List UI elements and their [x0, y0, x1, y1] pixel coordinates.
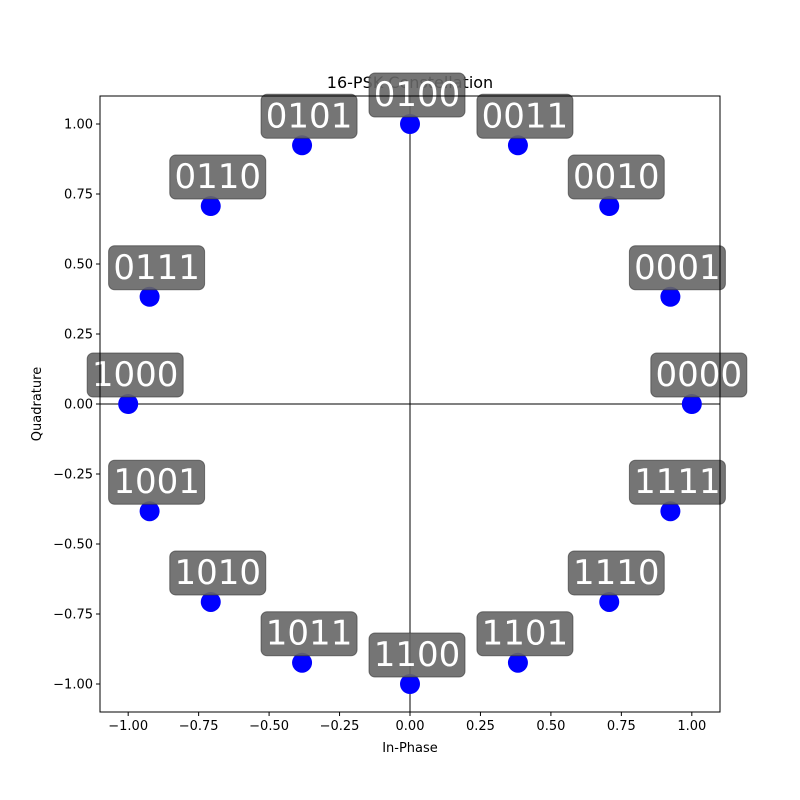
point-label-box — [169, 154, 267, 200]
x-tick-label: −0.25 — [320, 719, 360, 734]
y-tick-label: 0.00 — [64, 398, 93, 413]
point-label: 0100 — [374, 75, 461, 115]
y-tick-label: −1.00 — [53, 678, 93, 693]
point-label-box — [628, 459, 726, 505]
constellation-point — [599, 591, 620, 612]
point-label-box — [108, 459, 206, 505]
point-label: 1000 — [92, 355, 179, 395]
y-axis-label: Quadrature — [30, 367, 45, 441]
constellation-point — [139, 501, 160, 522]
point-label-box — [260, 611, 358, 657]
constellation-point — [400, 114, 420, 134]
point-label: 1111 — [634, 462, 721, 502]
point-label-box — [169, 550, 267, 596]
point-label: 0010 — [573, 157, 660, 197]
point-label: 0001 — [634, 248, 721, 288]
point-label: 1110 — [573, 553, 660, 593]
constellation-point — [507, 652, 528, 673]
y-tick-label: −0.25 — [53, 468, 93, 483]
point-label: 0101 — [266, 96, 353, 136]
constellation-point — [200, 196, 221, 217]
point-label-box — [368, 632, 466, 678]
point-label-box — [368, 72, 466, 118]
x-tick-label: −0.75 — [179, 719, 219, 734]
x-tick-label: 1.00 — [677, 719, 706, 734]
constellation-point — [660, 501, 681, 522]
y-tick-label: −0.75 — [53, 608, 93, 623]
point-label: 0011 — [482, 96, 569, 136]
point-label-box — [567, 154, 665, 200]
point-label: 1001 — [113, 462, 200, 502]
constellation-point — [200, 591, 221, 612]
point-label: 0110 — [174, 157, 261, 197]
x-tick-label: 0.75 — [607, 719, 636, 734]
point-label: 1101 — [482, 614, 569, 654]
x-axis-label: In-Phase — [382, 741, 438, 756]
point-label: 1011 — [266, 614, 353, 654]
point-label: 0111 — [113, 248, 200, 288]
point-label-box — [86, 352, 184, 398]
constellation-point — [681, 394, 702, 414]
point-label-box — [567, 550, 665, 596]
point-label: 0000 — [656, 355, 743, 395]
y-tick-label: 0.75 — [64, 188, 93, 203]
x-tick-label: 0.50 — [536, 719, 565, 734]
constellation-point — [139, 286, 160, 307]
constellation-point — [400, 674, 420, 694]
constellation-points — [118, 114, 702, 694]
constellation-point — [292, 652, 313, 673]
constellation-point — [660, 286, 681, 307]
x-tick-label: −1.00 — [108, 719, 148, 734]
point-label-box — [476, 93, 574, 139]
point-label-box — [108, 245, 206, 291]
plot-frame — [99, 95, 721, 713]
constellation-point — [599, 196, 620, 217]
constellation-point — [292, 135, 313, 156]
point-label: 1100 — [374, 635, 461, 675]
point-label-box — [628, 245, 726, 291]
zero-axis-lines — [100, 96, 720, 712]
x-tick-label: 0.25 — [466, 719, 495, 734]
axis-ticks: −1.00 −0.75 −0.50 −0.25 0.00 0.25 0.50 0.75 1.00… — [53, 118, 706, 735]
y-tick-label: −0.50 — [53, 538, 93, 553]
x-tick-label: 0.00 — [396, 719, 425, 734]
constellation-point — [507, 135, 528, 156]
point-label-box — [260, 93, 358, 139]
y-tick-label: 0.50 — [64, 258, 93, 273]
x-tick-label: −0.50 — [249, 719, 289, 734]
point-label-box — [650, 352, 748, 398]
point-label: 1010 — [174, 553, 261, 593]
point-label-box — [476, 611, 574, 657]
y-tick-label: 0.25 — [64, 328, 93, 343]
y-tick-label: 1.00 — [64, 118, 93, 133]
constellation-point — [118, 394, 139, 414]
